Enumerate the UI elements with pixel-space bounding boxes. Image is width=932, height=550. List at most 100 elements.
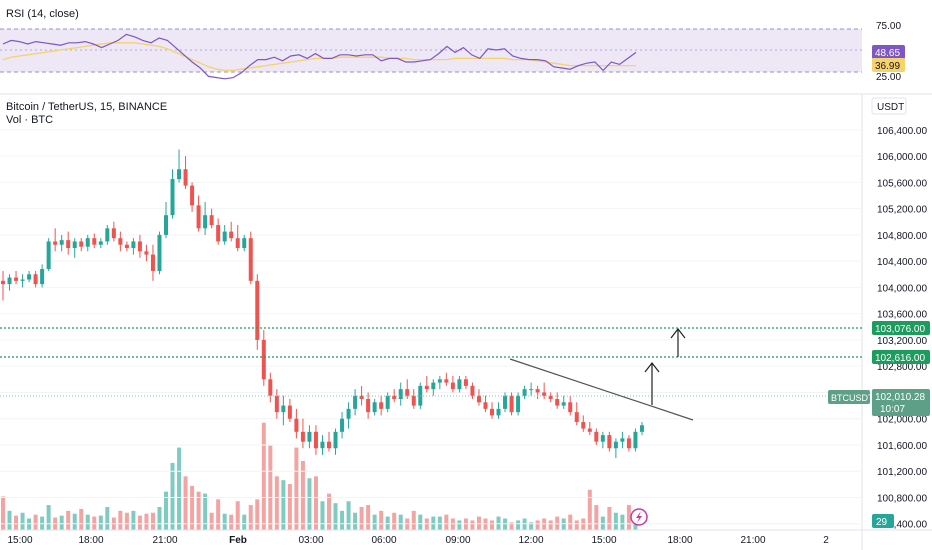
- volume-bar: [320, 501, 325, 530]
- volume-bar: [248, 505, 253, 530]
- candle-body: [150, 254, 155, 271]
- price-tick-label: 100,800.00: [877, 493, 927, 504]
- candle-body: [476, 395, 481, 403]
- candle-body: [568, 402, 573, 413]
- candle-body: [470, 385, 475, 396]
- volume-bar: [85, 514, 90, 530]
- volume-bar: [294, 447, 299, 530]
- volume-bars: [1, 422, 638, 530]
- volume-bar: [574, 520, 579, 530]
- candle-body: [222, 231, 227, 242]
- breakout-arrow-lower[interactable]: [644, 362, 660, 405]
- volume-bar: [216, 499, 221, 530]
- descending-trendline[interactable]: [509, 358, 694, 421]
- volume-bar: [177, 447, 182, 530]
- candle-body: [300, 431, 305, 442]
- volume-bar: [27, 518, 32, 530]
- candle-body: [561, 402, 566, 406]
- candle-body: [613, 441, 618, 449]
- volume-bar: [379, 510, 384, 530]
- candle-body: [483, 402, 488, 409]
- time-tick-label: 12:00: [518, 535, 543, 546]
- candle-body: [548, 395, 553, 400]
- price-tick-label: 106,400.00: [877, 126, 927, 137]
- candle-body: [542, 392, 547, 396]
- candle-body: [98, 241, 103, 245]
- candle-body: [209, 215, 214, 226]
- volume-bar: [209, 512, 214, 530]
- candle-body: [203, 215, 208, 229]
- candle-body: [366, 399, 371, 413]
- volume-bar: [503, 518, 508, 530]
- candle-body: [268, 379, 273, 396]
- time-tick-label: 06:00: [371, 535, 396, 546]
- candle-body: [626, 438, 631, 449]
- candle-body: [379, 402, 384, 409]
- candle-body: [359, 395, 364, 400]
- volume-bar: [366, 505, 371, 530]
- candle-body: [457, 379, 462, 390]
- svg-text:103,076.00: 103,076.00: [875, 324, 925, 335]
- volume-bar: [359, 507, 364, 530]
- time-tick-label: 15:00: [7, 535, 32, 546]
- candle-body: [72, 241, 77, 249]
- candle-body: [594, 431, 599, 442]
- volume-bar: [444, 514, 449, 530]
- candle-body: [587, 428, 592, 432]
- volume-bar: [490, 520, 494, 530]
- volume-label: Vol · BTC: [6, 114, 53, 126]
- volume-bar: [307, 478, 312, 530]
- candle-body: [529, 389, 534, 391]
- candle-body: [340, 418, 345, 432]
- lightning-icon[interactable]: [630, 508, 648, 526]
- candle-body: [131, 241, 136, 249]
- volume-bar: [548, 520, 553, 530]
- rsi-line: [2, 33, 637, 80]
- price-pane[interactable]: 106,400.00 106,000.00 105,600.00 105,200.00…: [0, 94, 930, 550]
- volume-bar: [353, 512, 358, 530]
- candle-body: [516, 395, 521, 413]
- candle-body: [463, 379, 468, 386]
- volume-bar: [418, 514, 423, 530]
- candle-body: [503, 395, 508, 409]
- volume-bar: [79, 508, 84, 530]
- volume-bar: [274, 476, 279, 530]
- price-tick-label: 102,000.00: [877, 415, 927, 426]
- candle-body: [444, 379, 449, 383]
- volume-bar: [594, 505, 599, 530]
- volume-bar: [287, 484, 292, 530]
- volume-bar: [509, 522, 514, 530]
- candle-body: [450, 382, 455, 390]
- price-tick-label: 106,000.00: [877, 152, 927, 163]
- candle-body: [124, 244, 129, 249]
- breakout-arrow-upper[interactable]: [670, 328, 686, 357]
- time-tick-label: 18:00: [78, 535, 103, 546]
- candle-body: [431, 382, 436, 390]
- candle-body: [229, 231, 234, 239]
- candle-body: [522, 389, 527, 396]
- volume-bar: [72, 513, 77, 530]
- volume-bar: [203, 493, 208, 530]
- volume-bar: [340, 510, 345, 530]
- volume-bar: [568, 514, 573, 530]
- candle-body: [274, 395, 279, 413]
- time-tick-label: 09:00: [445, 535, 470, 546]
- candle-body: [320, 441, 325, 449]
- volume-bar: [470, 520, 475, 530]
- rsi-ma-value-tag: 36.99: [872, 58, 905, 72]
- candle-body: [411, 395, 416, 406]
- time-tick-label: 2: [823, 535, 829, 546]
- volume-bar: [66, 510, 71, 530]
- volume-bar: [14, 515, 19, 530]
- currency-button[interactable]: USDT: [871, 97, 907, 115]
- level-tag-lower: 102,616.00: [872, 350, 930, 364]
- candle-body: [137, 241, 142, 252]
- candle-body: [261, 339, 266, 380]
- svg-text:29: 29: [876, 517, 888, 528]
- volume-bar: [483, 518, 488, 530]
- candle-body: [111, 228, 116, 239]
- candle-body: [27, 274, 32, 280]
- volume-bar: [157, 507, 162, 530]
- candle-body: [170, 179, 175, 216]
